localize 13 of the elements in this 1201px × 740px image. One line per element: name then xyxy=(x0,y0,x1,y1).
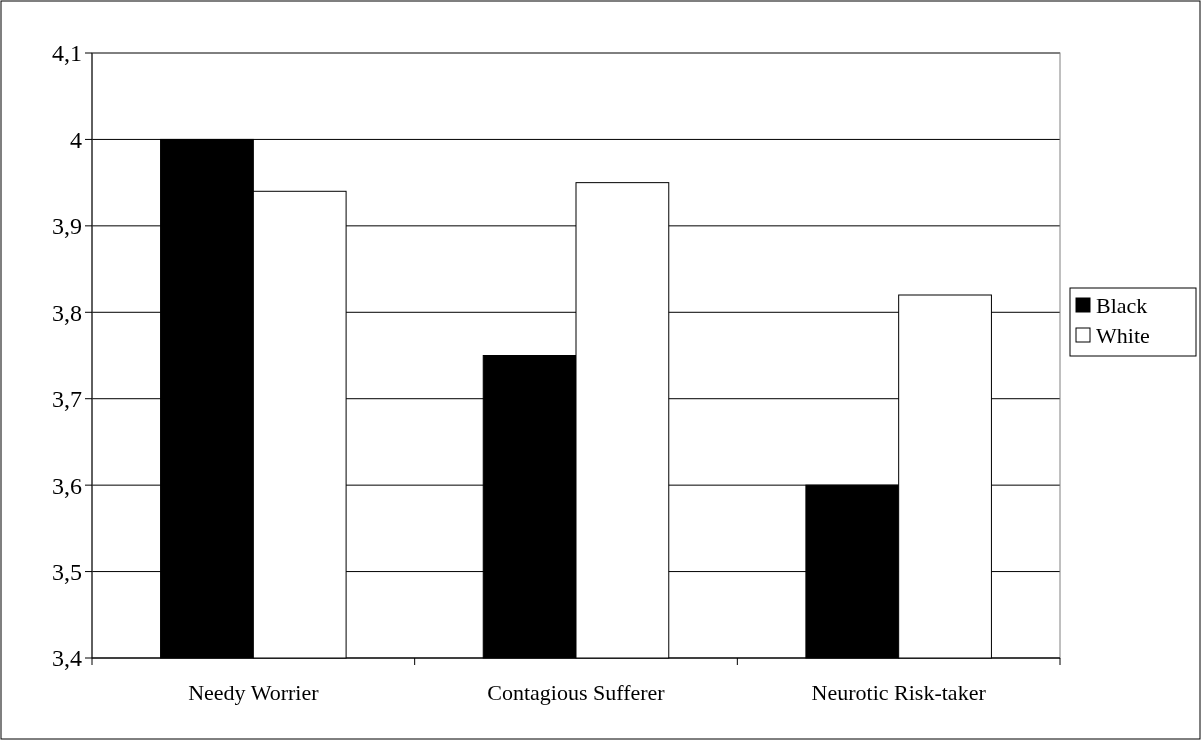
x-tick-label: Contagious Sufferer xyxy=(487,680,666,705)
y-tick-label: 4 xyxy=(70,126,82,153)
legend-label: White xyxy=(1096,322,1150,348)
y-tick-label: 4,1 xyxy=(52,40,82,67)
y-tick-label: 3,5 xyxy=(52,558,82,585)
y-tick-label: 3,8 xyxy=(52,299,82,326)
y-tick-label: 3,7 xyxy=(52,386,82,413)
x-tick-label: Needy Worrier xyxy=(188,680,320,705)
y-tick-label: 3,6 xyxy=(52,472,82,499)
legend-label: Black xyxy=(1096,292,1148,318)
x-tick-label: Neurotic Risk-taker xyxy=(811,680,987,705)
y-tick-label: 3,9 xyxy=(52,213,82,240)
y-tick-label: 3,4 xyxy=(52,645,82,672)
